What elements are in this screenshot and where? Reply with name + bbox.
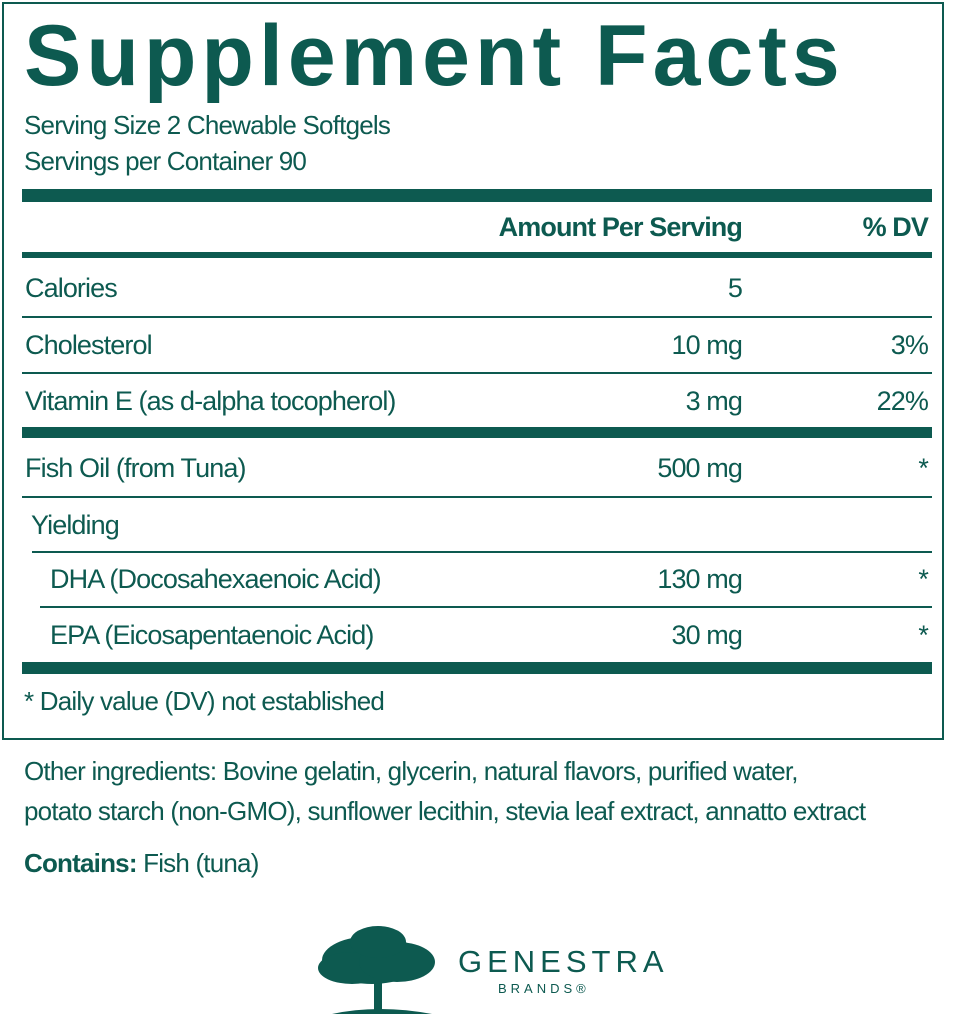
nutrient-name: DHA (Docosahexaenoic Acid)	[50, 564, 382, 594]
row-dha: DHA (Docosahexaenoic Acid) 130 mg *	[0, 559, 954, 599]
row-fish-oil: Fish Oil (from Tuna) 500 mg *	[0, 448, 954, 488]
row-calories: Calories 5	[0, 268, 954, 308]
supplement-facts-panel	[2, 2, 944, 740]
dv-header: % DV	[862, 212, 929, 242]
nutrient-dv: 22%	[876, 386, 929, 416]
nutrient-name: Cholesterol	[25, 330, 153, 360]
divider-thin	[22, 316, 932, 318]
row-yielding: Yielding	[0, 505, 954, 545]
panel-title: Supplement Facts	[24, 8, 845, 104]
contains-value: Fish (tuna)	[136, 848, 259, 878]
contains-statement: Contains: Fish (tuna)	[24, 848, 259, 879]
divider-thin	[40, 606, 932, 608]
divider-thin	[32, 551, 932, 553]
nutrient-dv: 3%	[890, 330, 929, 360]
nutrient-name: Vitamin E (as d-alpha tocopherol)	[25, 386, 396, 416]
nutrient-name: Calories	[25, 273, 118, 303]
footnote: * Daily value (DV) not established	[24, 686, 385, 716]
divider-thin	[22, 496, 932, 498]
nutrient-amount: 3 mg	[685, 386, 743, 416]
serving-size: Serving Size 2 Chewable Softgels	[24, 110, 391, 140]
row-cholesterol: Cholesterol 10 mg 3%	[0, 325, 954, 365]
nutrient-dv: *	[918, 453, 928, 483]
header-row: Amount Per Serving % DV	[0, 207, 954, 247]
nutrient-name: Fish Oil (from Tuna)	[25, 453, 246, 483]
other-ingredients-line-1: Other ingredients: Bovine gelatin, glyce…	[24, 756, 799, 786]
brand-name: GENESTRA	[458, 944, 669, 979]
amount-header: Amount Per Serving	[498, 212, 743, 242]
nutrient-dv: *	[918, 620, 928, 650]
other-ingredients-line-2: potato starch (non-GMO), sunflower lecit…	[24, 796, 866, 826]
nutrient-amount: 130 mg	[657, 564, 743, 594]
nutrient-amount: 30 mg	[671, 620, 742, 650]
divider-medium	[22, 252, 932, 258]
nutrient-amount: 500 mg	[657, 453, 743, 483]
row-vitamin-e: Vitamin E (as d-alpha tocopherol) 3 mg 2…	[0, 381, 954, 421]
row-epa: EPA (Eicosapentaenoic Acid) 30 mg *	[0, 615, 954, 655]
nutrient-name: EPA (Eicosapentaenoic Acid)	[50, 620, 374, 650]
divider-thin	[22, 372, 932, 374]
brand-subtitle: BRANDS®	[498, 981, 590, 996]
nutrient-dv: *	[918, 564, 928, 594]
servings-per-container: Servings per Container 90	[24, 146, 307, 176]
nutrient-amount: 10 mg	[671, 330, 742, 360]
contains-label: Contains:	[24, 848, 137, 878]
divider-thick	[22, 662, 932, 674]
nutrient-name: Yielding	[31, 510, 120, 540]
divider-thick	[22, 427, 932, 438]
nutrient-amount: 5	[727, 273, 743, 303]
divider-thick	[22, 189, 932, 202]
tree-logo-icon	[318, 926, 435, 1014]
